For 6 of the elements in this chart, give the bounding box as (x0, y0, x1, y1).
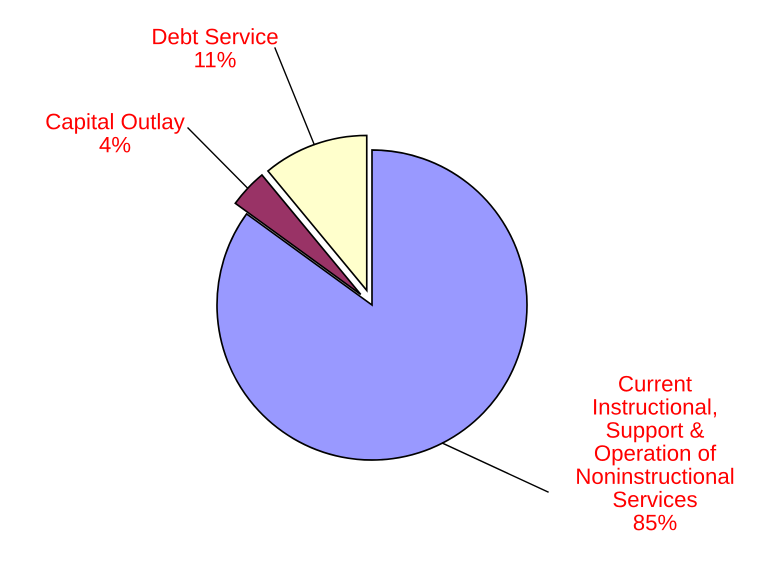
data-label: 11% (195, 52, 236, 68)
slice-label: Current Instructional, Support & Operation of Noninstructional Services (577, 376, 734, 508)
data-label: 4% (99, 136, 130, 152)
data-label: 85% (634, 514, 676, 530)
slice-label: Debt Service (153, 28, 278, 44)
slice-label: Capital Outlay (46, 113, 185, 134)
